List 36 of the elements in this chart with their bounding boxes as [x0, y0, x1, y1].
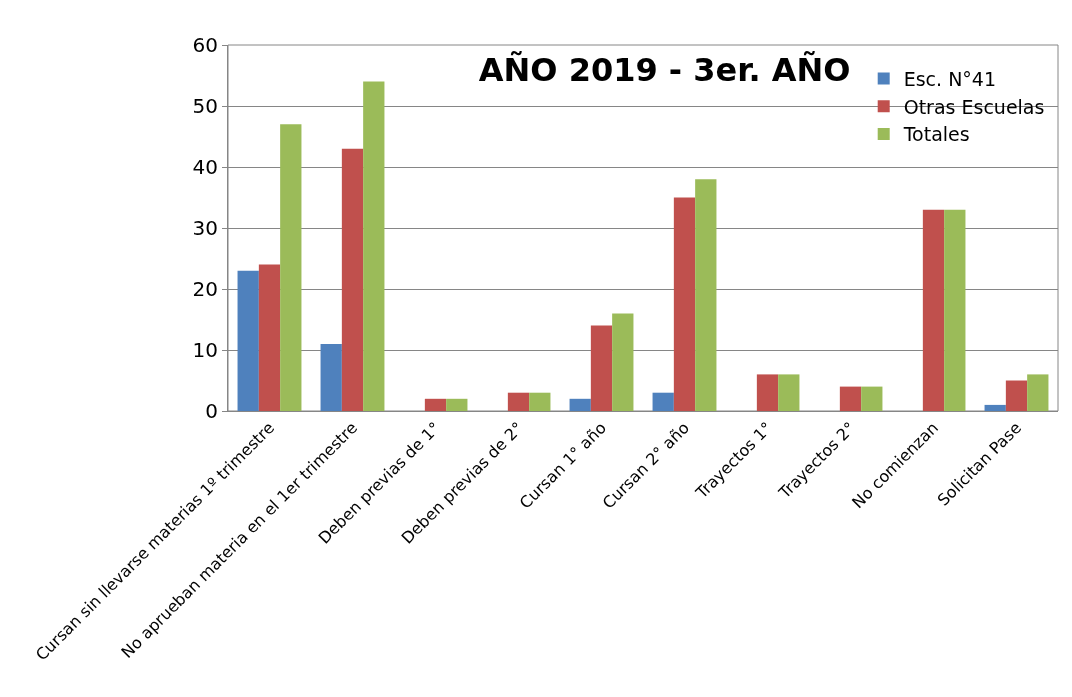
bar [839, 386, 862, 411]
y-tick-label: 60 [192, 33, 218, 57]
y-tick-label: 0 [205, 399, 218, 423]
bar [1027, 374, 1049, 411]
y-tick-label: 30 [192, 216, 218, 240]
bar [590, 325, 613, 411]
bar [280, 124, 302, 411]
bar [507, 392, 530, 411]
bar [363, 81, 385, 411]
bar [673, 197, 696, 411]
bar [341, 148, 364, 411]
bar [569, 398, 591, 411]
chart-title: AÑO 2019 - 3er. AÑO [478, 50, 851, 89]
legend-label: Totales [902, 123, 970, 146]
bar [612, 313, 634, 411]
y-tick-label: 20 [192, 277, 218, 301]
bar [984, 404, 1006, 411]
bar [944, 209, 966, 411]
bar [258, 264, 281, 411]
bar [237, 270, 259, 411]
y-tick-label: 40 [192, 155, 218, 179]
bar [922, 209, 945, 411]
bar [529, 392, 551, 411]
bar [320, 343, 342, 411]
bar [756, 374, 779, 411]
y-tick-label: 10 [192, 338, 218, 362]
bar [778, 374, 800, 411]
legend-label: Otras Escuelas [903, 95, 1045, 118]
bar [446, 398, 468, 411]
bar [861, 386, 883, 411]
bar [1005, 380, 1028, 411]
bar [695, 179, 717, 411]
legend-label: Esc. N°41 [903, 67, 997, 90]
bar [424, 398, 447, 411]
y-tick-label: 50 [192, 94, 218, 118]
bar [652, 392, 674, 411]
